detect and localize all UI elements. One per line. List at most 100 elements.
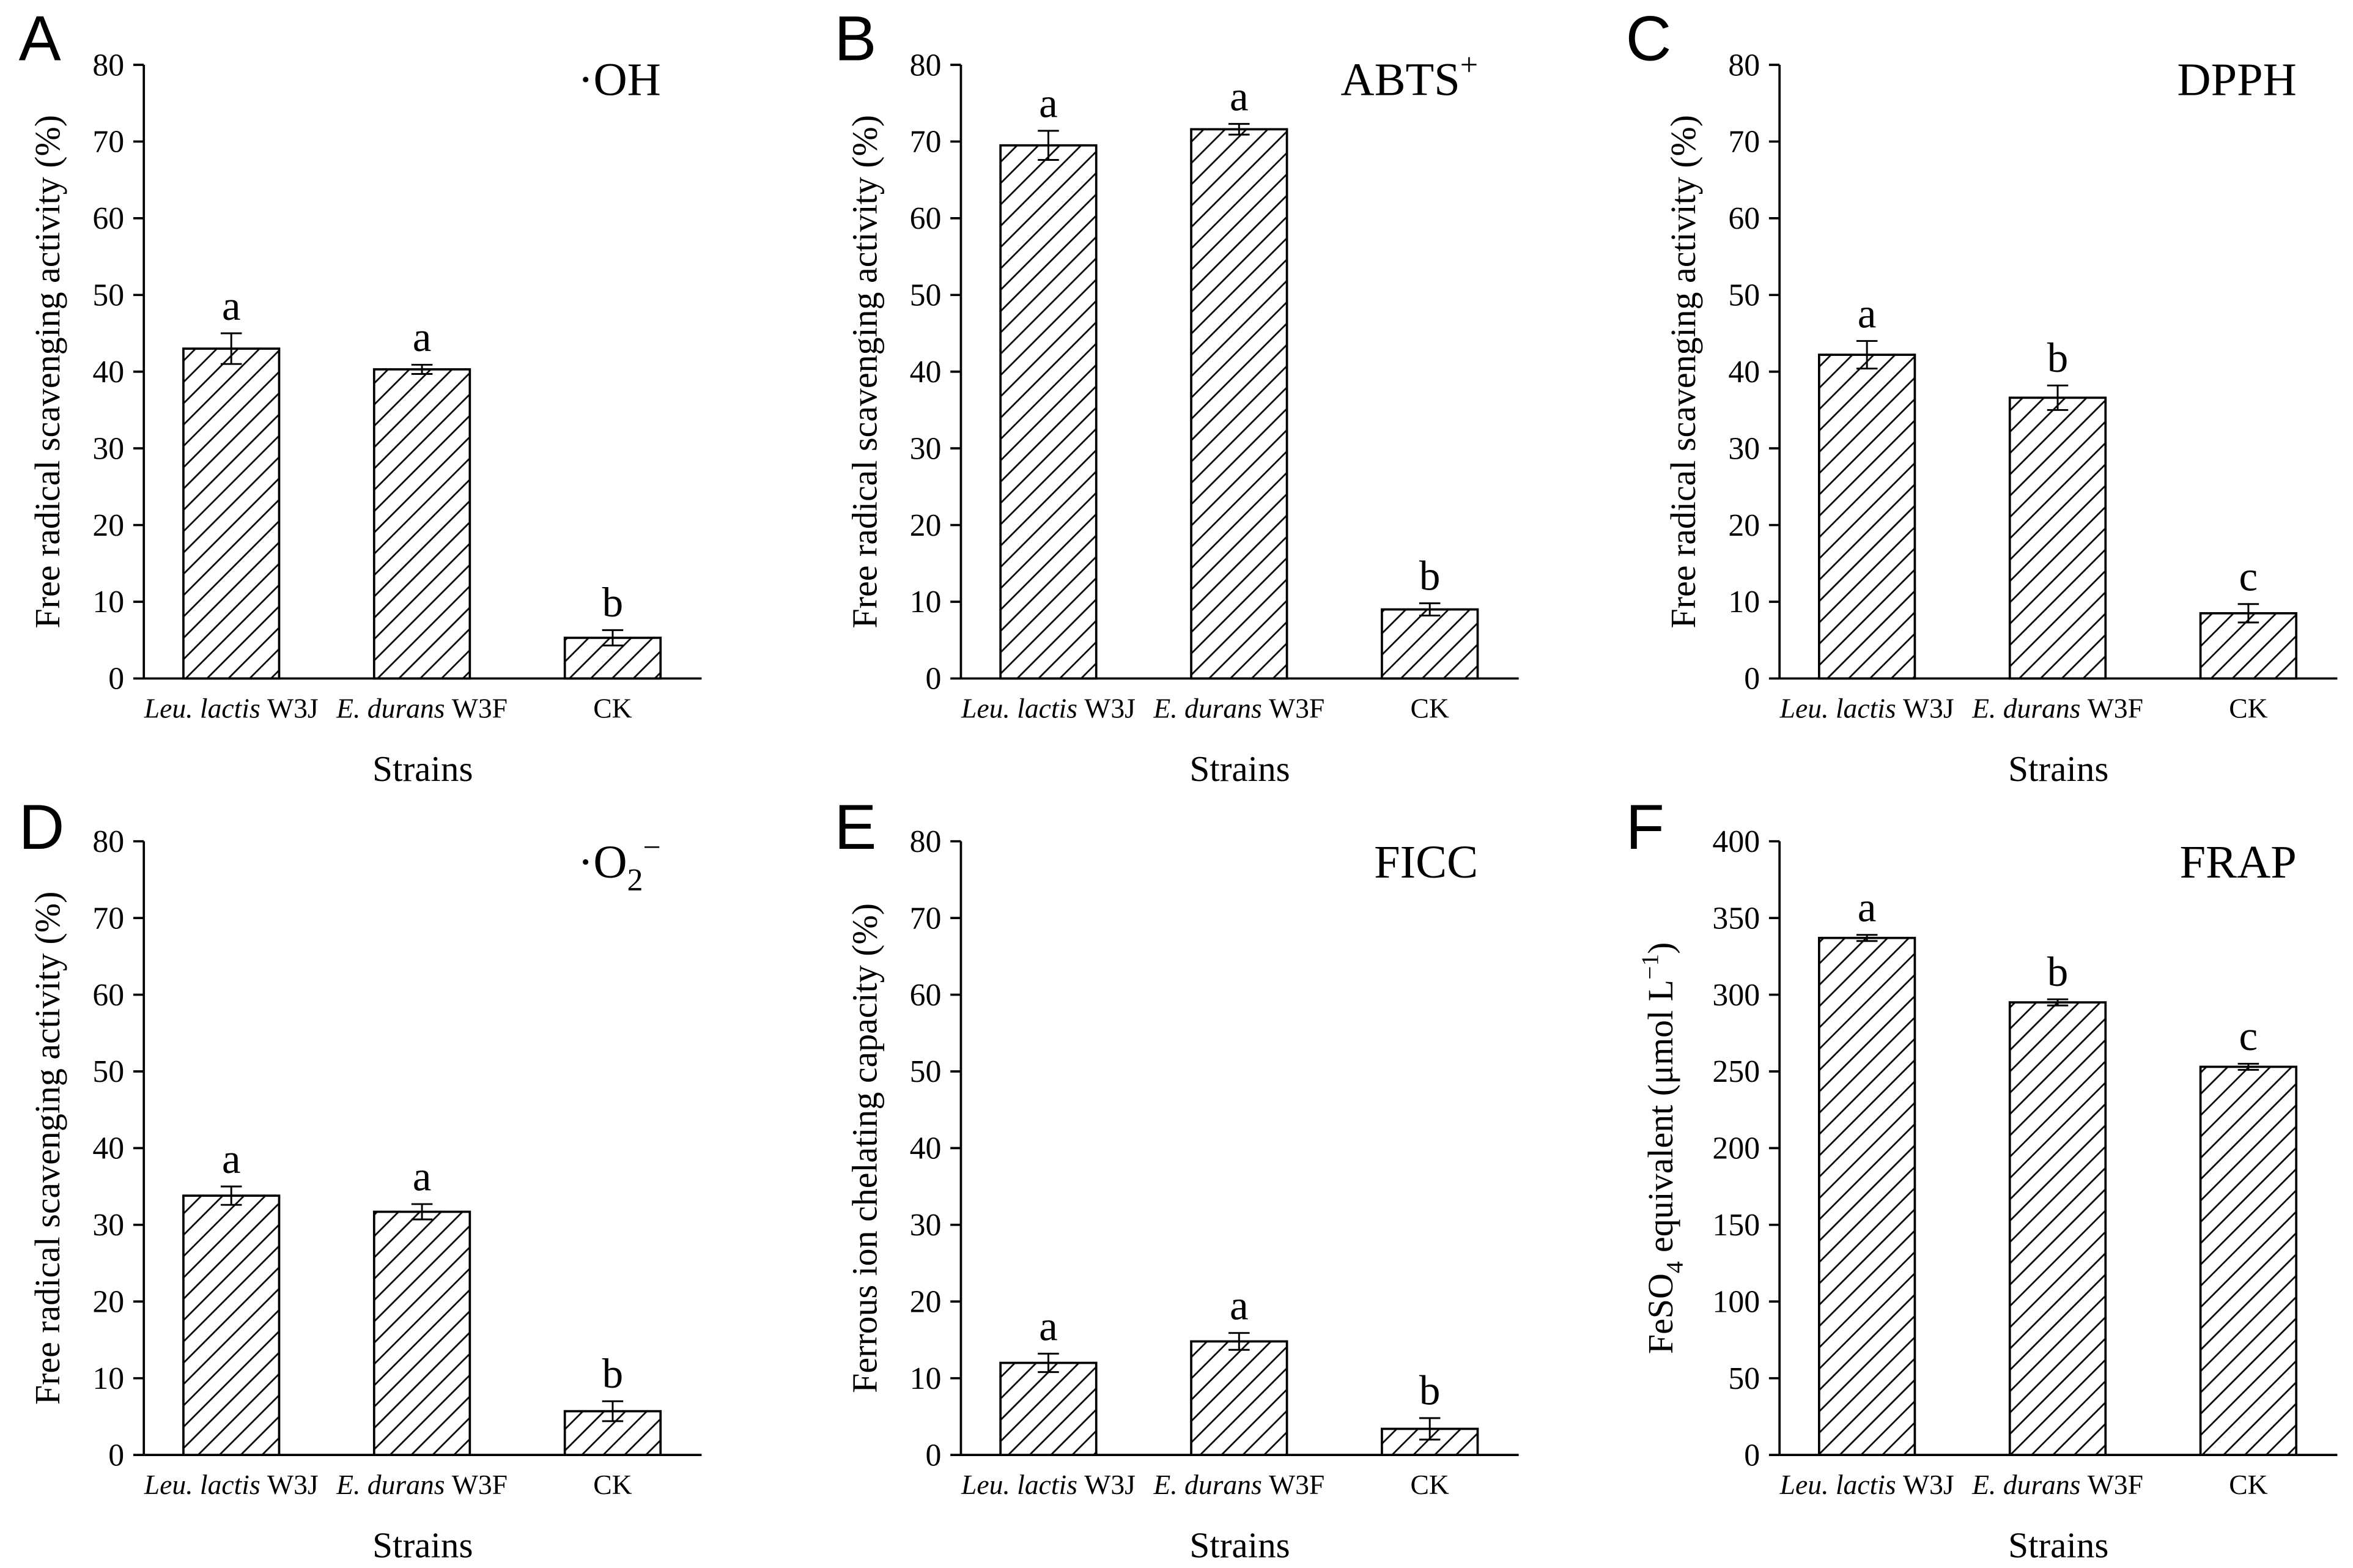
category-label: E. durans W3F [336,693,508,724]
y-tick-label: 0 [926,1438,942,1473]
category-label: CK [2229,693,2267,724]
category-strain-code: W3F [452,1469,508,1500]
y-axis-label: Ferrous ion chelating capacity (%) [844,903,884,1393]
panel-c: C DPPH 0 10 20 30 40 50 60 70 80 a Leu. lactis W3J b E.… [1626,3,2338,789]
y-axis-label-text: Free radical scavenging activity (%) [844,115,884,628]
category-species-name: Leu. lactis [1779,1469,1896,1500]
panel-title: ·OH [578,53,661,105]
bar [2008,1001,2107,1456]
y-tick-label: 100 [1712,1285,1760,1320]
y-axis-label-text: equivalent (μmol L [1641,980,1680,1262]
panel-title-text: DPPH [2177,53,2296,105]
category-strain-code: W3F [1269,693,1324,724]
y-axis-label: Free radical scavenging activity (%) [28,115,67,628]
category-species-name: E. durans [336,1469,445,1500]
panel-e: E FICC 0 10 20 30 40 50 60 70 80 a Leu. lactis W3J a E.… [834,791,1519,1566]
category-label: Leu. lactis W3J [961,1469,1136,1500]
y-tick-label: 0 [108,1438,124,1473]
panel-title: FICC [1374,836,1478,888]
x-axis-label: Strains [1189,749,1290,789]
y-axis-label-text: FeSO [1641,1273,1680,1354]
panel-d: D ·O2− 0 10 20 30 40 50 60 70 80 a Leu. lactis W3J a E.… [19,791,702,1566]
y-axis-label-text: Free radical scavenging activity (%) [28,892,67,1405]
panel-letter: E [834,791,876,862]
category-label: CK [2229,1469,2267,1500]
y-axis-label-text: Free radical scavenging activity (%) [28,115,67,628]
error-bar [1856,934,1878,942]
category-species-name: E. durans [1153,693,1261,724]
category-strain-code: CK [1411,1469,1449,1500]
category-label: Leu. lactis W3J [1779,1469,1954,1500]
bar [999,144,1098,680]
category-strain-code: W3J [1084,1469,1136,1500]
category-strain-code: W3F [1269,1469,1324,1500]
y-tick-label: 20 [92,508,124,543]
category-strain-code: CK [593,693,632,724]
y-tick-label: 0 [108,662,124,697]
y-tick-label: 20 [1728,508,1760,543]
y-axis-label-text: Ferrous ion chelating capacity (%) [844,903,884,1393]
y-tick-label: 60 [910,978,942,1013]
category-strain-code: W3J [1903,1469,1954,1500]
y-tick-label: 50 [1728,278,1760,313]
y-tick-label: 30 [1728,431,1760,466]
category-strain-code: CK [593,1469,632,1500]
category-label: Leu. lactis W3J [1779,693,1954,724]
error-bar [1856,340,1878,370]
significance-letter: b [1419,552,1441,599]
x-axis-label: Strains [372,749,473,789]
y-tick-label: 80 [1728,48,1760,83]
panel-title-subscript: 2 [627,863,643,898]
y-tick-label: 150 [1712,1208,1760,1243]
error-bar [2047,998,2069,1007]
bar [999,1361,1098,1456]
significance-letter: a [1039,1302,1058,1349]
category-label: CK [593,693,632,724]
y-axis-label-text: Free radical scavenging activity (%) [1663,115,1703,629]
y-tick-label: 30 [92,1208,124,1243]
bar [1818,936,1916,1456]
significance-letter: a [222,282,241,329]
y-tick-label: 40 [92,355,124,390]
y-tick-label: 50 [1728,1361,1760,1396]
significance-letter: b [602,1350,624,1397]
y-tick-label: 40 [910,1131,942,1166]
panel-title-text: FICC [1374,836,1478,888]
y-tick-label: 30 [92,431,124,466]
y-tick-label: 50 [92,1054,124,1089]
panel-title-text: ·OH [578,53,661,105]
y-axis-label: Free radical scavenging activity (%) [1663,115,1703,629]
bar [2199,612,2298,680]
category-species-name: E. durans [1971,693,2080,724]
y-tick-label: 10 [910,1361,942,1396]
error-bar [1419,602,1441,617]
significance-letter: a [413,1153,432,1200]
error-bar [1228,1332,1250,1351]
bar [1190,1340,1288,1456]
y-tick-label: 200 [1712,1131,1760,1166]
significance-letter: a [1039,80,1058,127]
panel-title: ·O2− [578,830,661,898]
category-label: E. durans W3F [1971,693,2143,724]
bar [372,1210,471,1456]
y-tick-label: 40 [910,355,942,390]
y-tick-label: 10 [910,585,942,619]
y-tick-label: 50 [910,278,942,313]
significance-letter: a [222,1135,241,1182]
significance-letter: a [1230,72,1249,119]
y-tick-label: 400 [1712,824,1760,859]
y-tick-label: 50 [910,1054,942,1089]
panel-title: ABTS+ [1340,48,1478,105]
x-axis-label: Strains [2008,749,2108,789]
category-species-name: Leu. lactis [144,1469,260,1500]
category-label: E. durans W3F [1971,1469,2143,1500]
y-axis-label: Free radical scavenging activity (%) [28,892,67,1405]
y-tick-label: 20 [92,1285,124,1320]
y-tick-label: 60 [910,201,942,236]
y-axis-label-text: ) [1641,942,1680,954]
y-axis-label-subscript: 4 [1661,1261,1688,1273]
panel-title: DPPH [2177,53,2296,105]
error-bar [1419,1417,1441,1441]
